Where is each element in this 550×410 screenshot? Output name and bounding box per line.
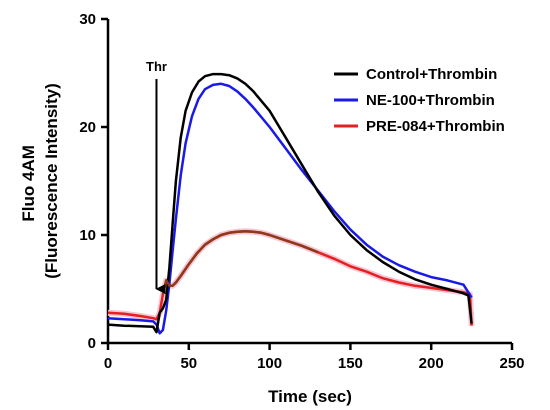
legend-label: Control+Thrombin: [366, 66, 497, 83]
annotation-label: Thr: [146, 59, 167, 74]
series-line-control-thrombin: [107, 72, 473, 334]
x-axis: 0 50 100 150 200 250: [104, 341, 525, 372]
x-tick-label: 250: [499, 355, 524, 372]
x-tick-label: 200: [419, 355, 444, 372]
y-axis-title-line-2: (Fluorescence Intensity): [42, 83, 61, 279]
series-line-ne-100-thrombin: [107, 82, 473, 335]
x-tick-label: 50: [180, 355, 197, 372]
legend-label: NE-100+Thrombin: [366, 92, 495, 109]
y-tick-label: 10: [79, 227, 96, 244]
legend-label: PRE-084+Thrombin: [366, 118, 505, 135]
series-line-overlay: [161, 229, 319, 295]
x-axis-title: Time (sec): [268, 387, 352, 406]
annotation-layer: Thr: [146, 59, 167, 294]
series-error-band: [107, 228, 475, 326]
legend: Control+Thrombin NE-100+Thrombin PRE-084+T…: [334, 66, 505, 135]
y-tick-label: 20: [79, 119, 96, 136]
series-layer: [107, 72, 475, 335]
y-axis: 0 10 20 30: [79, 11, 110, 352]
y-tick-label: 30: [79, 11, 96, 28]
y-axis-title-line-1: Fluo 4AM: [19, 145, 38, 222]
x-tick-label: 100: [257, 355, 282, 372]
y-axis-title: Fluo 4AM (Fluorescence Intensity): [19, 83, 61, 279]
x-tick-label: 0: [104, 355, 112, 372]
y-tick-label: 0: [88, 335, 96, 352]
x-tick-label: 150: [338, 355, 363, 372]
